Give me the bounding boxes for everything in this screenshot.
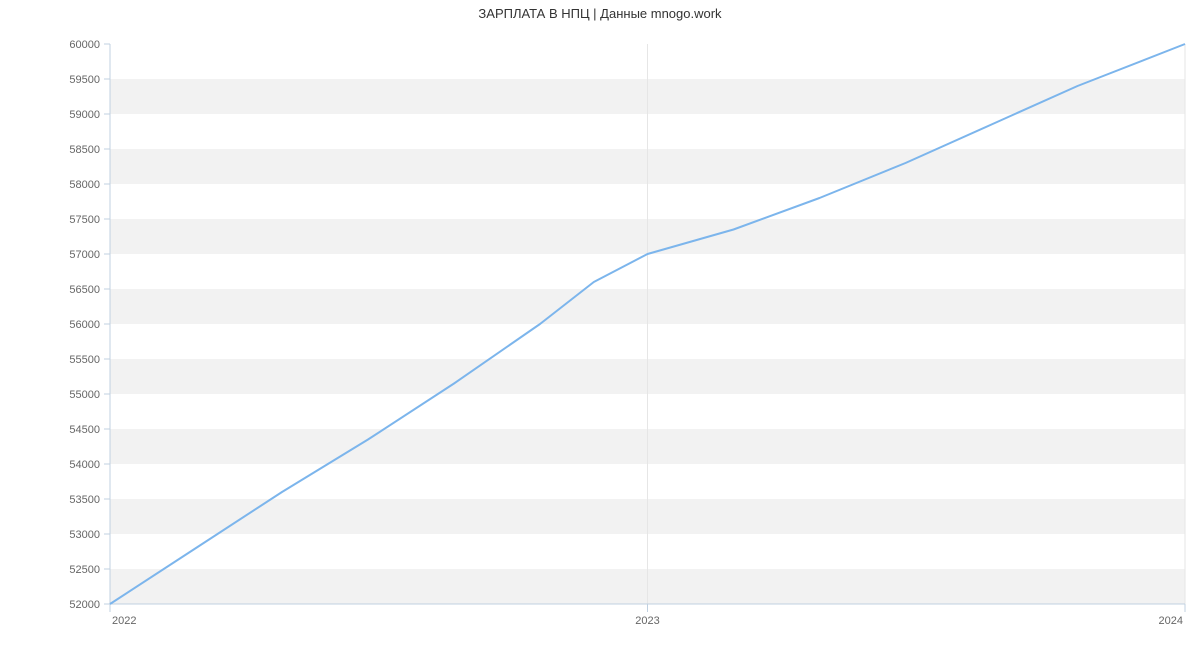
y-tick-label: 52500 bbox=[69, 564, 100, 576]
y-tick-label: 53500 bbox=[69, 494, 100, 506]
x-tick-label: 2023 bbox=[635, 615, 659, 627]
chart-svg: 52000 52500 53000 53500 54000 54500 55000 55500… bbox=[0, 0, 1200, 650]
y-tick-label: 55000 bbox=[69, 389, 100, 401]
y-tick-label: 58500 bbox=[69, 144, 100, 156]
y-tick-label: 55500 bbox=[69, 354, 100, 366]
y-tick-label: 53000 bbox=[69, 529, 100, 541]
y-tick-label: 59500 bbox=[69, 74, 100, 86]
y-tick-label: 59000 bbox=[69, 109, 100, 121]
y-tick-label: 57000 bbox=[69, 249, 100, 261]
salary-chart: ЗАРПЛАТА В НПЦ | Данные mnogo.work 52000… bbox=[0, 0, 1200, 650]
y-tick-label: 54000 bbox=[69, 459, 100, 471]
y-tick-label: 58000 bbox=[69, 179, 100, 191]
x-tick-label: 2024 bbox=[1159, 615, 1183, 627]
y-tick-label: 56500 bbox=[69, 284, 100, 296]
y-tick-label: 54500 bbox=[69, 424, 100, 436]
y-tick-label: 56000 bbox=[69, 319, 100, 331]
y-tick-label: 60000 bbox=[69, 39, 100, 51]
y-tick-label: 52000 bbox=[69, 599, 100, 611]
x-tick-label: 2022 bbox=[112, 615, 136, 627]
y-tick-label: 57500 bbox=[69, 214, 100, 226]
